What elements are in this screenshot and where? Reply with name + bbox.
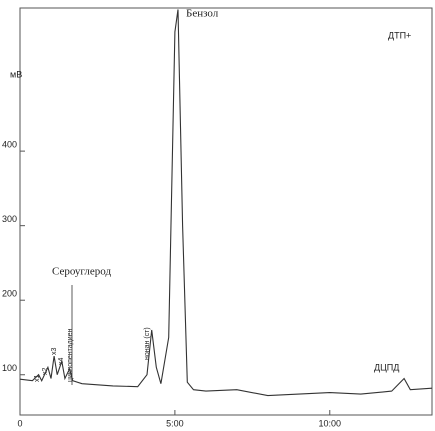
x-tick-label: 0 bbox=[17, 418, 22, 428]
annotation: Бензол bbox=[186, 8, 219, 20]
y-tick-label: 300 bbox=[2, 214, 17, 224]
annotation: Сероуглерод bbox=[52, 266, 111, 278]
x-tick-label: 5:00 bbox=[166, 418, 184, 428]
y-tick-label: 200 bbox=[2, 289, 17, 299]
x-tick-label: 10:00 bbox=[319, 418, 342, 428]
annotation: ДТП+ bbox=[388, 30, 411, 40]
annotation: x1 bbox=[34, 375, 41, 383]
plot-frame bbox=[19, 7, 433, 416]
trace-line bbox=[19, 9, 433, 397]
annotation: x2 bbox=[42, 368, 49, 376]
annotation: x3 bbox=[51, 348, 58, 356]
annotation: ДЦПД bbox=[374, 362, 399, 372]
y-tick-label: 400 bbox=[2, 139, 17, 149]
annotation: нонан (ст) bbox=[144, 327, 151, 360]
y-axis-label: мВ bbox=[10, 69, 22, 79]
y-tick-label: 100 bbox=[2, 363, 17, 373]
annotation: циклопентадиен bbox=[67, 328, 74, 382]
